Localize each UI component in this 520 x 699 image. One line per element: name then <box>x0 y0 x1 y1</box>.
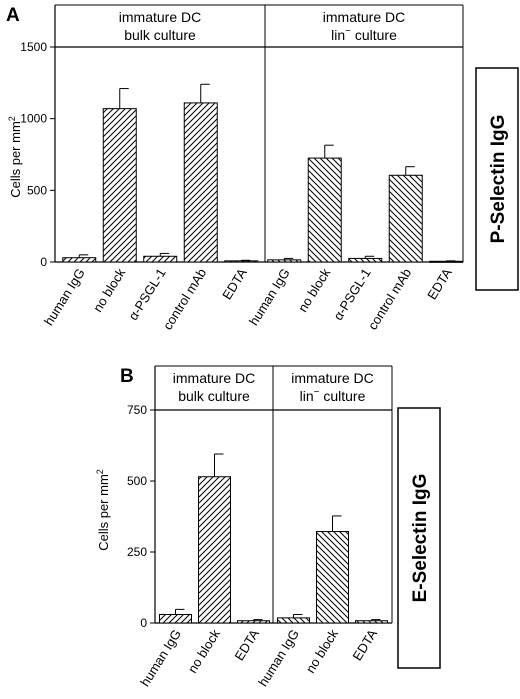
bar <box>62 257 97 263</box>
y-tick-label: 500 <box>127 474 147 488</box>
header-lin: lin <box>300 388 314 404</box>
y-axis-label-text: Cells per mm <box>96 474 111 551</box>
bar <box>224 260 259 263</box>
category-label: EDTA <box>231 626 262 663</box>
y-axis-label: Cells per mm2 <box>7 116 23 198</box>
bar <box>316 531 349 624</box>
bar <box>388 174 423 263</box>
bar <box>277 617 310 624</box>
group-header-line1: immature DC <box>119 9 201 25</box>
header-lin: lin <box>331 27 345 43</box>
category-label: EDTA <box>219 265 250 302</box>
category-label: α-PSGL-1 <box>330 266 374 323</box>
y-tick-label: 750 <box>127 403 147 417</box>
group-header-line2: lin− culture <box>331 26 397 43</box>
y-tick-label: 1000 <box>20 112 47 126</box>
side-label: E-Selectin IgG <box>410 474 431 603</box>
y-axis-label-text: Cells per mm <box>8 121 23 198</box>
y-axis-label: Cells per mm2 <box>95 469 111 551</box>
category-label: α-PSGL-1 <box>125 266 169 323</box>
category-label: human IgG <box>137 627 184 690</box>
group-header-line2: bulk culture <box>124 27 196 43</box>
category-label: EDTA <box>424 265 455 302</box>
panel-a: A 0 500 1000 1500 Cells per mm2 immature DC bul… <box>6 4 519 332</box>
y-tick-label: 1500 <box>20 40 47 54</box>
group-header-line1: immature DC <box>323 9 405 25</box>
bar <box>429 260 464 263</box>
header-culture: culture <box>319 388 365 404</box>
header-superscript: − <box>345 26 351 37</box>
category-label: EDTA <box>349 626 380 663</box>
side-label-box <box>475 67 519 291</box>
y-tick-label: 0 <box>140 616 147 630</box>
group-header-line2: bulk culture <box>178 388 250 404</box>
bar <box>355 620 388 624</box>
bar <box>198 476 231 624</box>
category-label: human IgG <box>41 266 88 329</box>
category-label: no block <box>185 626 224 675</box>
y-axis-label-superscript: 2 <box>7 116 17 121</box>
bar <box>307 157 342 263</box>
bar <box>348 257 383 263</box>
group-header-line2: lin− culture <box>300 387 366 404</box>
header-culture: culture <box>351 27 397 43</box>
category-label: no block <box>90 265 129 314</box>
y-tick-label: 500 <box>27 183 47 197</box>
category-label: human IgG <box>246 266 293 329</box>
side-label-box <box>397 407 441 669</box>
bar <box>267 259 302 263</box>
y-tick-label: 0 <box>40 255 47 269</box>
bar <box>183 102 218 263</box>
side-label: P-Selectin IgG <box>488 115 509 244</box>
panel-letter: A <box>6 5 20 26</box>
bar <box>159 613 192 624</box>
group-header-line1: immature DC <box>291 370 373 386</box>
y-tick-label: 250 <box>127 545 147 559</box>
bar <box>102 108 137 263</box>
header-superscript: − <box>314 387 320 398</box>
panel-b: B 0 250 500 750 Cells per mm2 immature DC bulk … <box>95 365 441 690</box>
category-label: no block <box>295 265 334 314</box>
y-axis-label-superscript: 2 <box>95 469 105 474</box>
group-header-line1: immature DC <box>173 370 255 386</box>
bar <box>143 255 178 263</box>
panel-letter: B <box>120 366 134 387</box>
category-label: no block <box>303 626 342 675</box>
category-label: human IgG <box>255 627 302 690</box>
bar <box>237 620 270 624</box>
